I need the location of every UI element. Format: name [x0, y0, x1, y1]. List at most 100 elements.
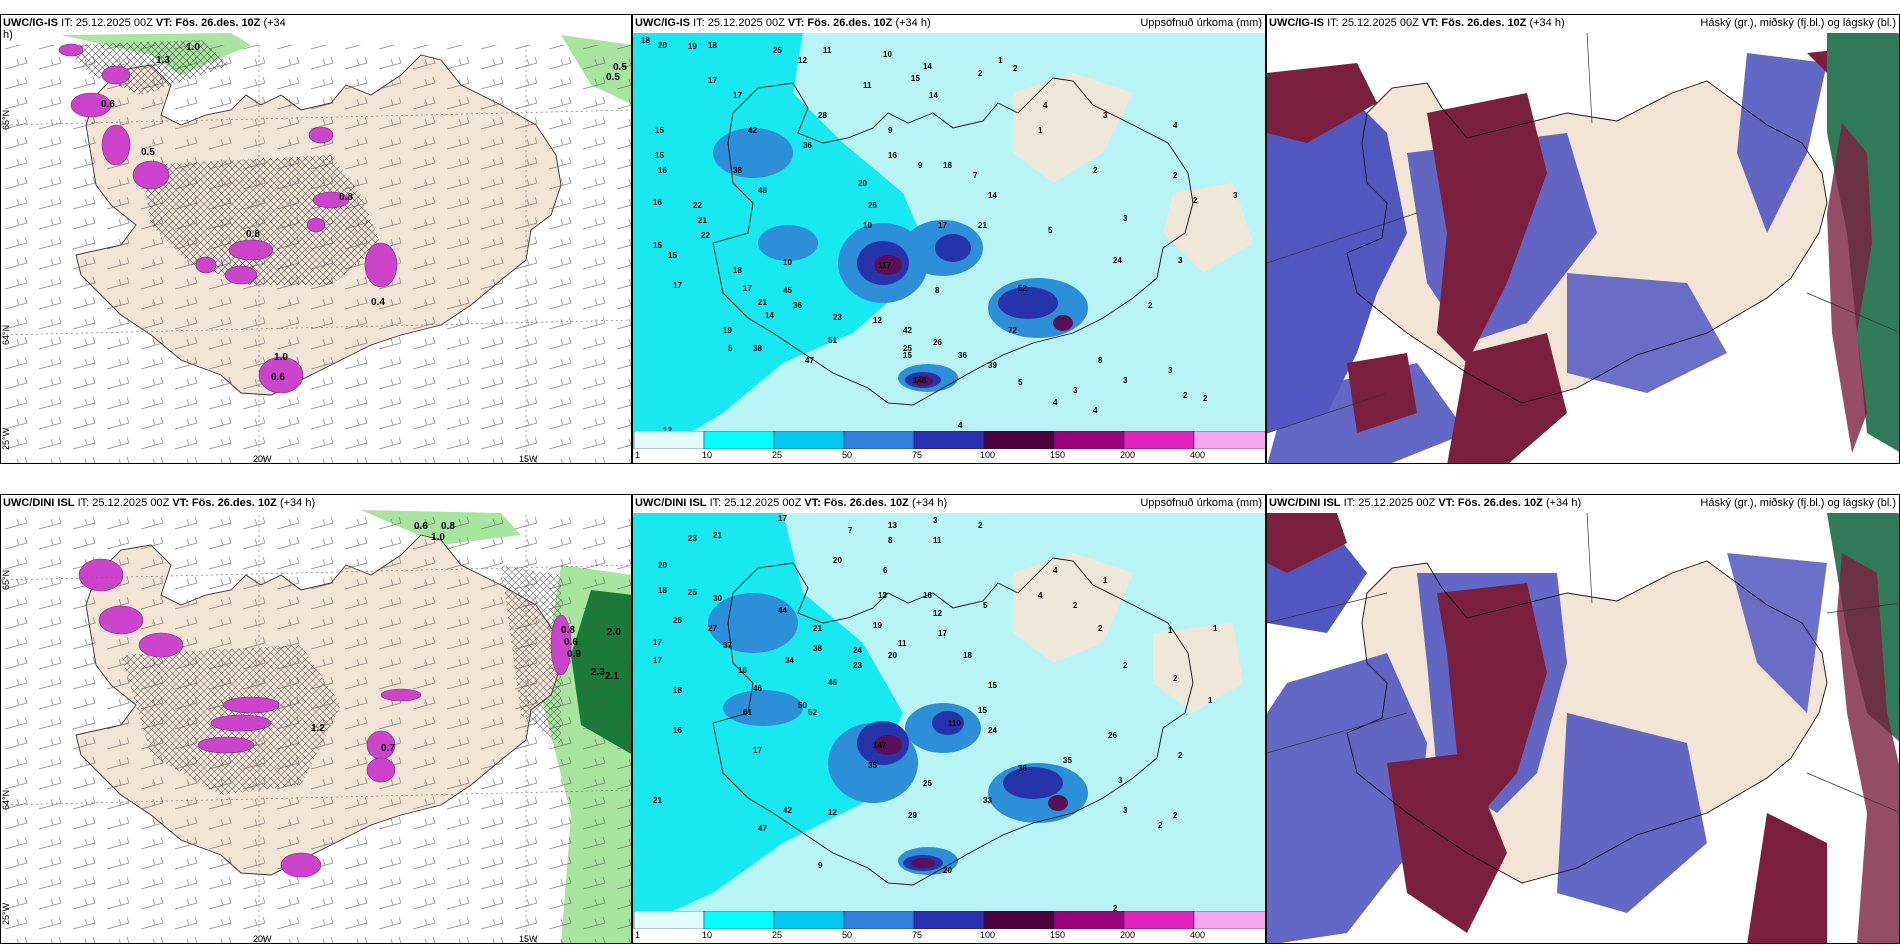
mid-cloud — [1567, 273, 1727, 393]
precip-value: 3 — [1118, 776, 1123, 785]
precip-value: 2 — [1013, 64, 1018, 73]
precip-value: 33 — [983, 796, 992, 805]
precip-value: 9 — [888, 126, 893, 135]
precip-value: 4 — [958, 421, 963, 430]
precip-value: 26 — [933, 338, 942, 347]
colorbar-swatch — [1123, 911, 1195, 929]
precip-value: 17 — [653, 656, 662, 665]
colorbar-swatch — [983, 911, 1055, 929]
colorbar-tick: 25 — [772, 450, 783, 460]
panel-title: UWC/IG-IS IT: 25.12.2025 00Z VT: Fös. 26… — [635, 17, 931, 29]
panel-bottom-left: UWC/DINI ISL IT: 25.12.2025 00Z VT: Fös.… — [0, 494, 632, 944]
precip-value: 7 — [973, 171, 978, 180]
precip-value: 11 — [823, 46, 832, 55]
snow-map-top: 1.0 0.5 0.5 0.8 0.6 0.5 1.3 0.8 0.4 0.6 … — [1, 15, 631, 463]
precip-value: 24 — [988, 726, 997, 735]
precip-value: 2 — [1113, 904, 1118, 913]
precip-value: 16 — [673, 726, 682, 735]
colorbar-tick: 150 — [1050, 450, 1066, 460]
precip-value: 12 — [873, 316, 882, 325]
precip-value: 3 — [1103, 111, 1108, 120]
precip-value: 26 — [1108, 731, 1117, 740]
colorbar-swatches — [634, 911, 1265, 929]
snow-label: 0.8 — [561, 625, 575, 636]
precip-value: 5 — [1018, 378, 1023, 387]
colorbar-tick: 75 — [912, 450, 923, 460]
snow-label: 0.5 — [606, 72, 620, 83]
precip-value: 17 — [708, 76, 717, 85]
precip-value: 2 — [978, 69, 983, 78]
precip-value: 18 — [673, 686, 682, 695]
precip-value: 1 — [1213, 624, 1218, 633]
precip-value: 10 — [883, 50, 892, 59]
precip-value: 4 — [1053, 398, 1058, 407]
precip-value: 24 — [853, 646, 862, 655]
precip-value: 8 — [1098, 356, 1103, 365]
precip-value: 2 — [978, 521, 983, 530]
colorbar — [634, 911, 1265, 929]
precip-value: 4 — [1038, 591, 1043, 600]
snow-label: 0.7 — [381, 743, 395, 754]
panel-top-left: UWC/IG-IS IT: 25.12.2025 00Z VT: Fös. 26… — [0, 14, 632, 464]
precip-value: 28 — [818, 111, 827, 120]
precip-value: 36 — [803, 141, 812, 150]
colorbar-tick: 200 — [1120, 930, 1136, 940]
precip-value: 9 — [918, 161, 923, 170]
precip-value: 44 — [778, 606, 787, 615]
precip-value: 147 — [873, 741, 887, 750]
precip-value: 34 — [785, 656, 794, 665]
lon-label: 20W — [253, 934, 272, 944]
precip-value: 23 — [688, 534, 697, 543]
mid-cloud — [1267, 653, 1427, 943]
panel-variable: Uppsöfnuð úrkoma (mm) — [1140, 497, 1262, 509]
precip-value: 21 — [758, 298, 767, 307]
mid-cloud — [1737, 53, 1827, 233]
panel-top-right: UWC/IG-IS IT: 25.12.2025 00Z VT: Fös. 26… — [1266, 14, 1900, 464]
snow-label: 1.0 — [431, 532, 445, 543]
colorbar-tick: 10 — [702, 450, 713, 460]
precip-value: 15 — [903, 351, 912, 360]
hatch-area-nw — [61, 40, 231, 95]
snow-patches — [58, 43, 398, 394]
colorbar-swatch — [1193, 911, 1265, 929]
precip-value: 21 — [698, 216, 707, 225]
precip-value: 14 — [929, 91, 938, 100]
precip-value: 17 — [673, 281, 682, 290]
precip-value: 1 — [1103, 576, 1108, 585]
precip-value: 16 — [653, 198, 662, 207]
precip-value: 2 — [1203, 394, 1208, 403]
lon-label: 15W — [519, 934, 538, 944]
precip-value: 39 — [988, 361, 997, 370]
precip-value: 2 — [1123, 661, 1128, 670]
precip-value: 15 — [988, 681, 997, 690]
precip-value: 7 — [848, 526, 853, 535]
high-cloud-east — [1837, 553, 1899, 943]
snow-label: 2.0 — [607, 627, 621, 638]
colorbar-swatch — [843, 911, 915, 929]
precip-value: 37 — [723, 641, 732, 650]
precip-value: 10 — [783, 258, 792, 267]
precip-value: 14 — [765, 311, 774, 320]
precip-value: 14 — [988, 191, 997, 200]
snow-label: 2.1 — [605, 671, 619, 682]
precip-value: 4 — [1053, 566, 1058, 575]
precip-value: 2 — [1098, 624, 1103, 633]
precip-value: 20 — [658, 41, 667, 50]
precip-value: 15 — [911, 74, 920, 83]
precip-value: 12 — [933, 609, 942, 618]
precip-value: 20 — [888, 651, 897, 660]
snow-label: 0.9 — [567, 649, 581, 660]
precip-value: 19 — [688, 42, 697, 51]
precip-value: 8 — [935, 286, 940, 295]
precip-value: 17 — [743, 284, 752, 293]
snow-label: 0.5 — [613, 62, 627, 73]
lat-label: 65°N — [1, 110, 11, 130]
lon-label: 25°W — [1, 902, 11, 925]
colorbar-swatch — [703, 911, 775, 929]
precip-value: 2 — [1173, 811, 1178, 820]
precip-value: 2 — [1158, 821, 1163, 830]
precip-value: 2 — [1073, 601, 1078, 610]
colorbar-swatch — [1123, 431, 1195, 449]
precip-value: 26 — [868, 201, 877, 210]
precip-value: 42 — [748, 126, 757, 135]
